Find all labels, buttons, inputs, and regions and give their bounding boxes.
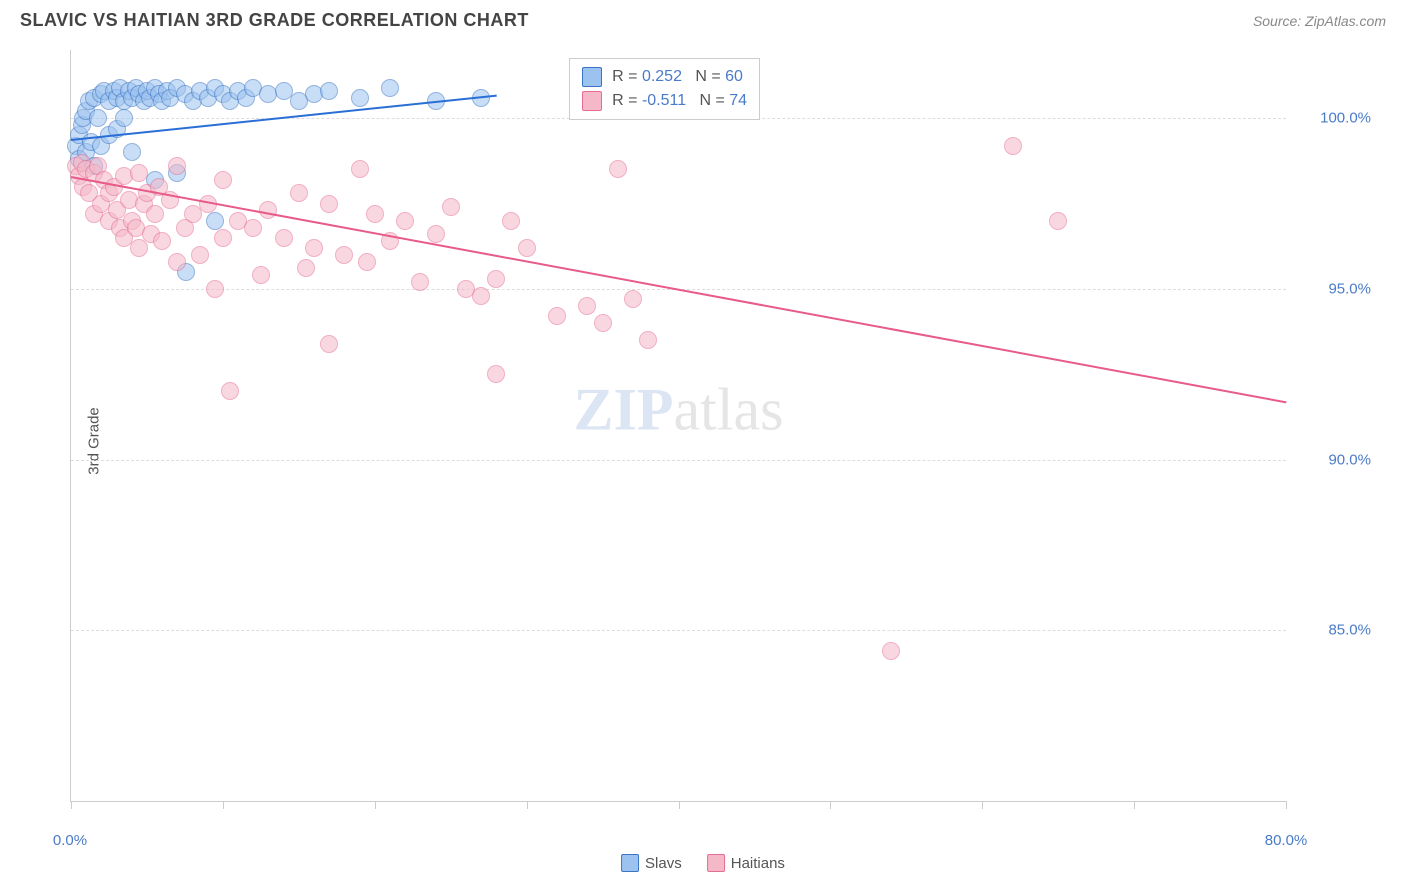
legend-swatch <box>707 854 725 872</box>
scatter-point <box>115 109 133 127</box>
x-tick <box>982 801 983 809</box>
x-tick <box>830 801 831 809</box>
x-tick <box>375 801 376 809</box>
watermark-zip: ZIP <box>574 377 674 443</box>
scatter-point <box>206 212 224 230</box>
legend-swatch <box>582 91 602 111</box>
x-tick-label: 0.0% <box>53 832 87 849</box>
scatter-point <box>882 642 900 660</box>
x-tick <box>1286 801 1287 809</box>
scatter-point <box>427 225 445 243</box>
scatter-point <box>153 232 171 250</box>
bottom-legend: Slavs Haitians <box>621 854 785 872</box>
x-tick-label: 80.0% <box>1265 832 1308 849</box>
series-legend-item: Haitians <box>707 854 785 872</box>
scatter-point <box>358 253 376 271</box>
stats-legend-text: R = -0.511 N = 74 <box>612 92 747 110</box>
scatter-point <box>146 205 164 223</box>
scatter-point <box>191 246 209 264</box>
y-tick-label: 95.0% <box>1328 280 1371 297</box>
scatter-point <box>305 239 323 257</box>
scatter-point <box>89 109 107 127</box>
y-tick-label: 85.0% <box>1328 622 1371 639</box>
plot-area: ZIPatlas 85.0%90.0%95.0%100.0%R = 0.252 … <box>70 50 1286 802</box>
grid-line <box>71 460 1286 461</box>
x-tick <box>1134 801 1135 809</box>
chart-title: SLAVIC VS HAITIAN 3RD GRADE CORRELATION … <box>20 10 529 31</box>
scatter-point <box>221 382 239 400</box>
scatter-point <box>206 280 224 298</box>
scatter-point <box>548 307 566 325</box>
stats-legend: R = 0.252 N = 60 R = -0.511 N = 74 <box>569 58 760 120</box>
scatter-point <box>366 205 384 223</box>
scatter-point <box>130 164 148 182</box>
scatter-point <box>518 239 536 257</box>
x-tick <box>679 801 680 809</box>
scatter-point <box>168 253 186 271</box>
scatter-point <box>624 290 642 308</box>
scatter-point <box>214 171 232 189</box>
scatter-point <box>320 335 338 353</box>
stats-legend-row: R = -0.511 N = 74 <box>582 89 747 113</box>
scatter-point <box>244 219 262 237</box>
scatter-point <box>1004 137 1022 155</box>
stats-legend-row: R = 0.252 N = 60 <box>582 65 747 89</box>
scatter-point <box>396 212 414 230</box>
watermark-atlas: atlas <box>674 377 784 443</box>
scatter-point <box>487 365 505 383</box>
watermark: ZIPatlas <box>574 376 784 445</box>
scatter-point <box>320 82 338 100</box>
grid-line <box>71 630 1286 631</box>
stats-legend-text: R = 0.252 N = 60 <box>612 68 743 86</box>
series-legend-item: Slavs <box>621 854 682 872</box>
series-legend-label: Slavs <box>645 855 682 872</box>
scatter-point <box>578 297 596 315</box>
legend-swatch <box>621 854 639 872</box>
chart-container: 3rd Grade ZIPatlas 85.0%90.0%95.0%100.0%… <box>50 50 1386 832</box>
x-labels: 0.0%80.0% <box>70 812 1286 842</box>
scatter-point <box>290 184 308 202</box>
scatter-point <box>335 246 353 264</box>
scatter-point <box>297 259 315 277</box>
x-tick <box>71 801 72 809</box>
series-legend-label: Haitians <box>731 855 785 872</box>
legend-swatch <box>582 67 602 87</box>
scatter-point <box>252 266 270 284</box>
scatter-point <box>123 143 141 161</box>
scatter-point <box>594 314 612 332</box>
scatter-point <box>381 79 399 97</box>
scatter-point <box>214 229 232 247</box>
scatter-point <box>1049 212 1067 230</box>
y-tick-label: 90.0% <box>1328 451 1371 468</box>
chart-header: SLAVIC VS HAITIAN 3RD GRADE CORRELATION … <box>0 0 1406 36</box>
chart-source: Source: ZipAtlas.com <box>1253 13 1386 29</box>
scatter-point <box>168 157 186 175</box>
scatter-point <box>351 89 369 107</box>
scatter-point <box>502 212 520 230</box>
y-tick-label: 100.0% <box>1320 110 1371 127</box>
scatter-point <box>320 195 338 213</box>
scatter-point <box>442 198 460 216</box>
scatter-point <box>639 331 657 349</box>
x-tick <box>223 801 224 809</box>
scatter-point <box>351 160 369 178</box>
scatter-point <box>609 160 627 178</box>
scatter-point <box>487 270 505 288</box>
scatter-point <box>411 273 429 291</box>
scatter-point <box>472 287 490 305</box>
x-tick <box>527 801 528 809</box>
scatter-point <box>275 229 293 247</box>
